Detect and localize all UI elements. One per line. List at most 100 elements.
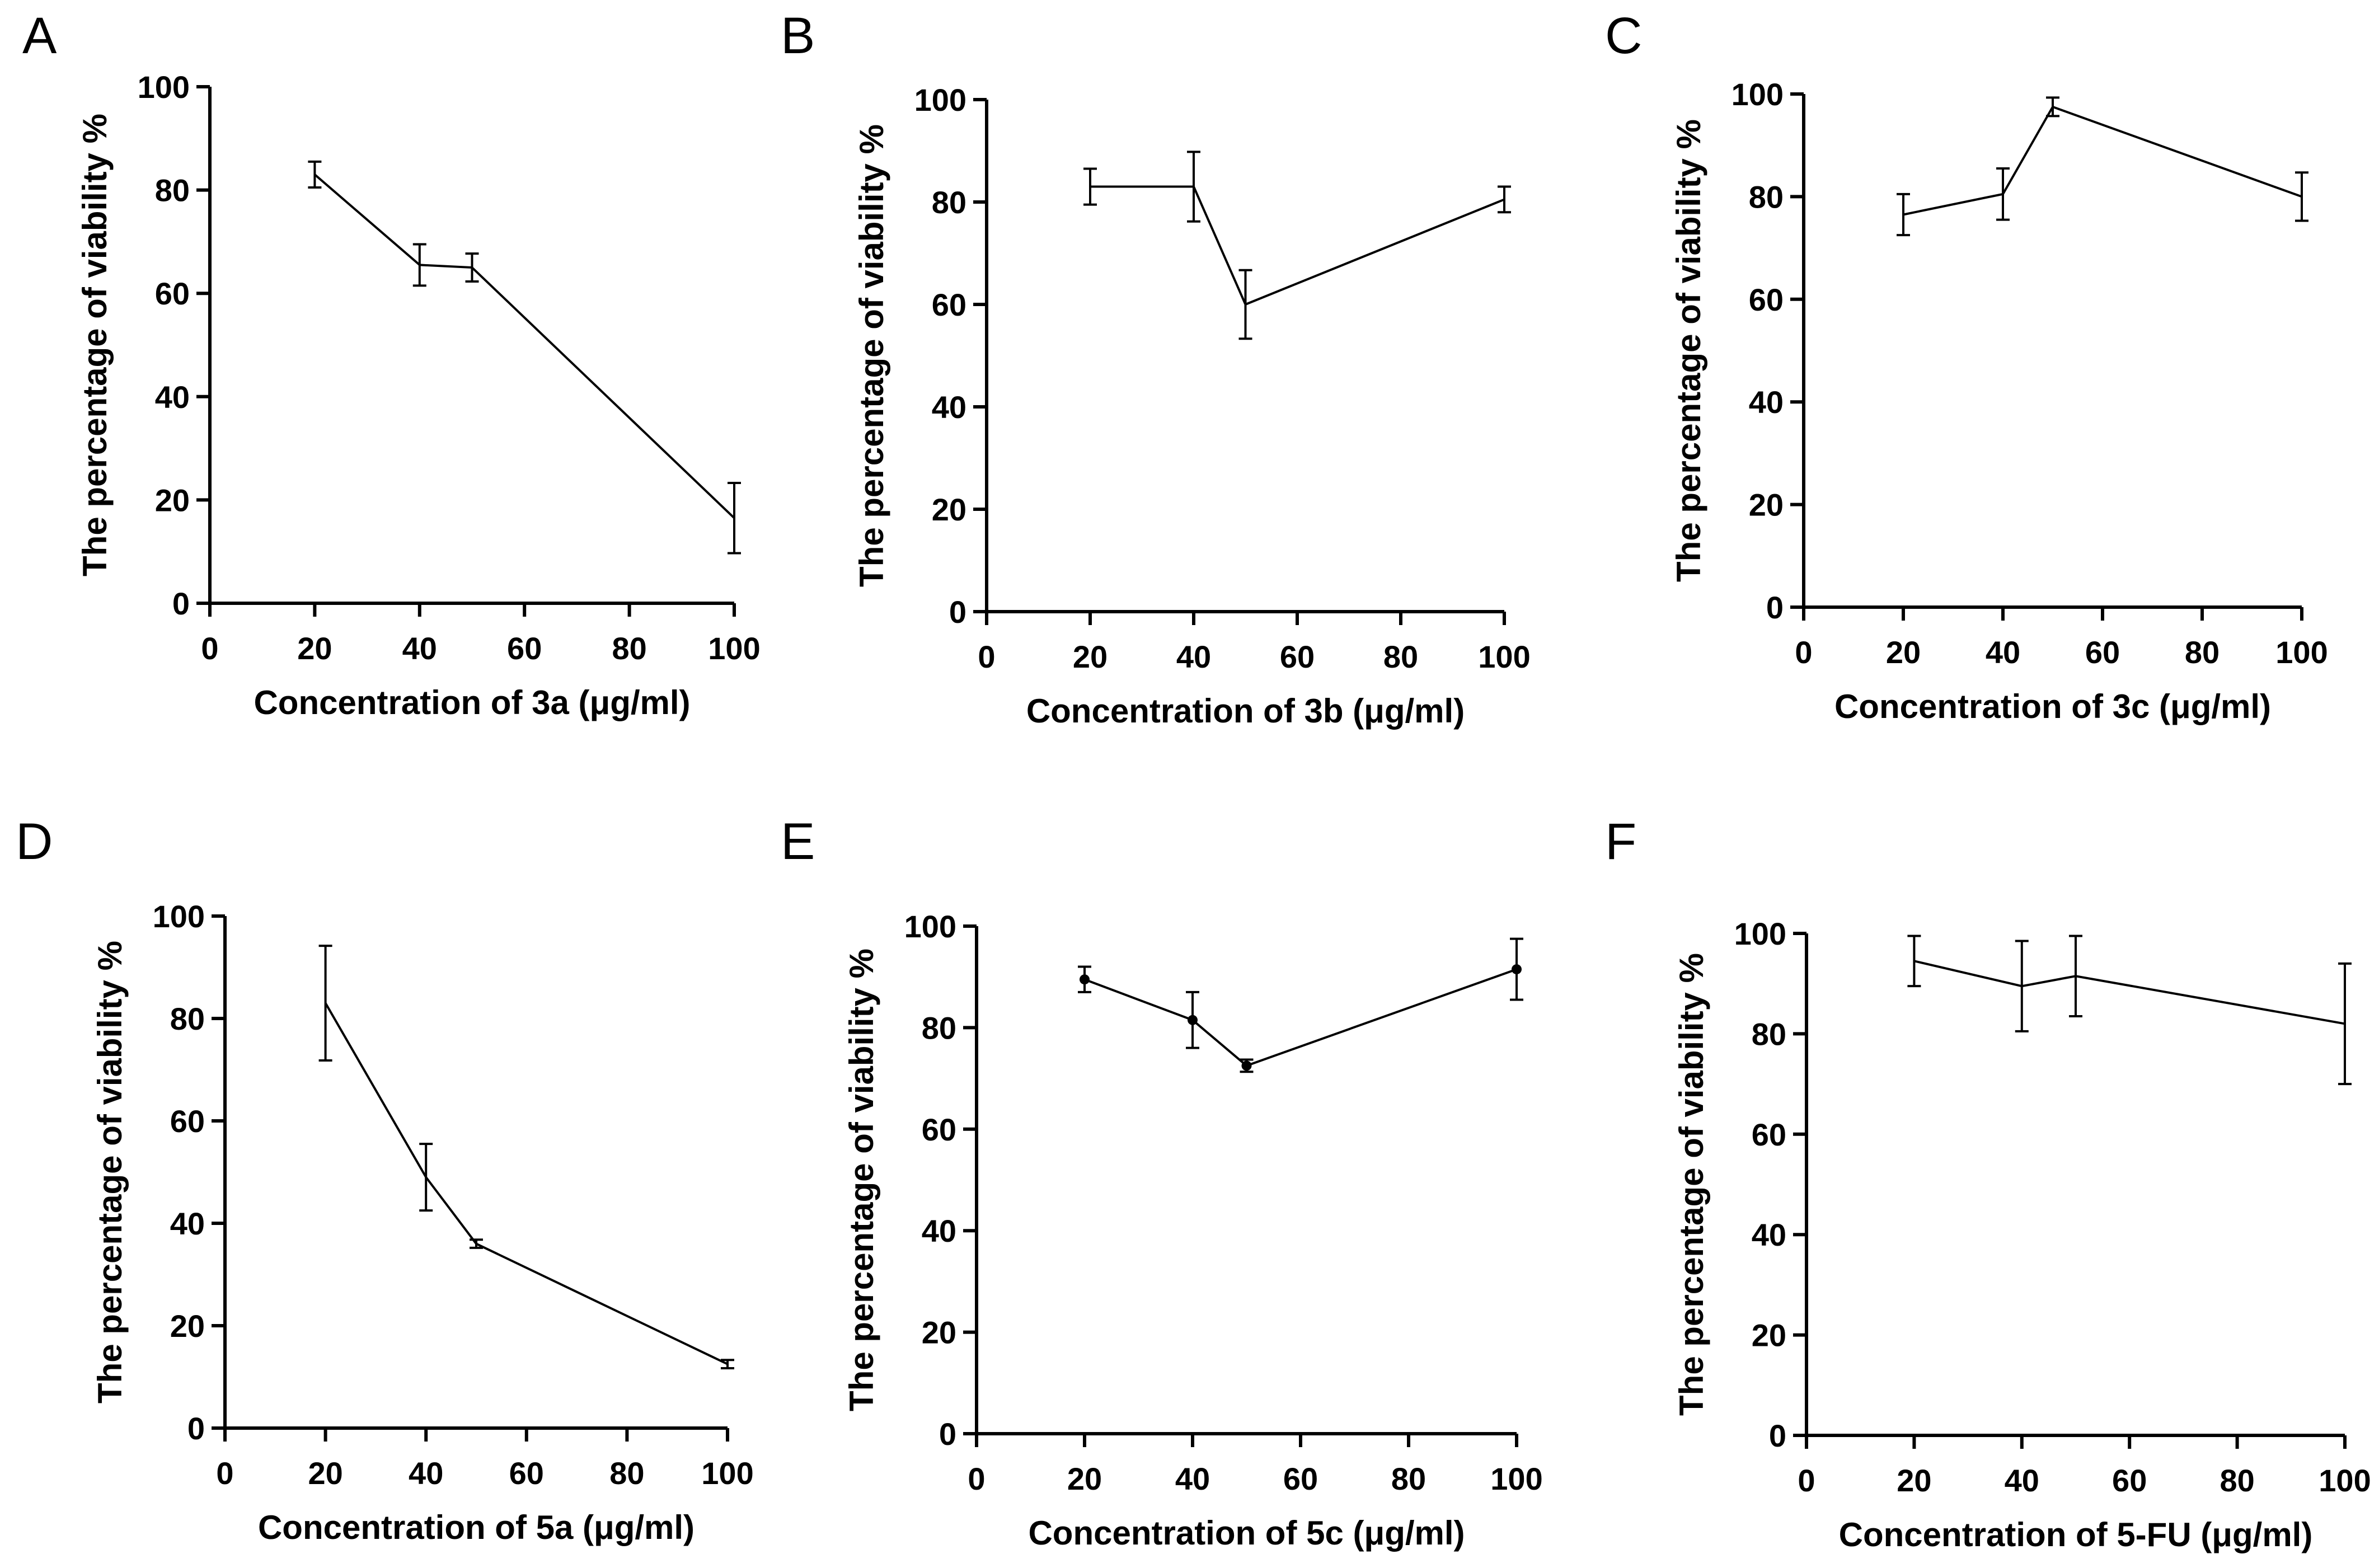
data-point bbox=[1080, 974, 1090, 985]
y-tick-label: 20 bbox=[932, 492, 966, 527]
series-line bbox=[1084, 968, 1517, 1067]
y-tick-label: 0 bbox=[1766, 590, 1784, 625]
error-bar bbox=[2015, 940, 2029, 1032]
x-tick-label: 100 bbox=[1490, 1461, 1542, 1496]
panel-b: B 0 20 40 60 80 100 0 20 40 60 80 100 Concentration o… bbox=[781, 7, 1531, 730]
x-tick-label: 100 bbox=[1478, 639, 1530, 674]
error-bar bbox=[1498, 185, 1511, 214]
series-line bbox=[1913, 960, 2345, 1025]
y-tick-label: 80 bbox=[1749, 179, 1784, 214]
y-tick-label: 100 bbox=[138, 69, 190, 105]
data-point bbox=[1512, 964, 1522, 975]
error-bar bbox=[2069, 935, 2082, 1018]
x-tick-label: 0 bbox=[968, 1461, 985, 1496]
x-tick-label: 20 bbox=[1067, 1461, 1102, 1496]
x-tick-label: 100 bbox=[2275, 635, 2328, 670]
x-tick-label: 40 bbox=[1175, 1461, 1210, 1496]
x-tick-label: 20 bbox=[297, 631, 332, 666]
x-tick-label: 40 bbox=[1176, 639, 1211, 674]
y-tick-label: 0 bbox=[939, 1416, 956, 1452]
error-bar bbox=[728, 481, 741, 555]
error-bar bbox=[1083, 167, 1097, 206]
x-tick-label: 100 bbox=[708, 631, 760, 666]
x-tick-label: 80 bbox=[2220, 1463, 2254, 1498]
y-tick-label: 0 bbox=[1769, 1418, 1786, 1453]
panel-letter: F bbox=[1605, 813, 1636, 870]
error-bar bbox=[1187, 151, 1200, 223]
x-tick-label: 20 bbox=[308, 1456, 342, 1491]
y-tick-label: 60 bbox=[1752, 1117, 1786, 1152]
y-tick-label: 100 bbox=[1734, 916, 1786, 951]
x-tick-label: 40 bbox=[402, 631, 437, 666]
x-tick-label: 100 bbox=[2319, 1463, 2371, 1498]
y-tick-label: 40 bbox=[932, 389, 966, 425]
y-axis-label: The percentage of viability % bbox=[91, 941, 129, 1403]
x-tick-label: 20 bbox=[1886, 635, 1921, 670]
x-tick-label: 0 bbox=[216, 1456, 233, 1491]
x-axis-label: Concentration of 3a (μg/ml) bbox=[254, 684, 690, 721]
error-bar bbox=[1996, 167, 2010, 221]
error-bar bbox=[470, 1238, 483, 1249]
data-point bbox=[1241, 1060, 1252, 1071]
error-bar bbox=[721, 1359, 734, 1369]
y-tick-label: 100 bbox=[1732, 77, 1784, 112]
y-axis-label: The percentage of viability % bbox=[1670, 119, 1707, 582]
error-bar bbox=[1897, 193, 1910, 237]
x-tick-label: 60 bbox=[1280, 639, 1315, 674]
error-bar bbox=[419, 1143, 433, 1212]
series-line bbox=[1090, 185, 1505, 306]
error-bar bbox=[1907, 935, 1921, 988]
y-tick-label: 80 bbox=[170, 1001, 205, 1036]
error-bar bbox=[412, 243, 426, 287]
data-point bbox=[1188, 1015, 1198, 1025]
y-tick-label: 40 bbox=[1749, 384, 1784, 420]
y-tick-label: 100 bbox=[904, 909, 956, 944]
error-bar bbox=[318, 945, 332, 1062]
x-axis-label: Concentration of 3b (μg/ml) bbox=[1026, 692, 1465, 730]
panel-letter: A bbox=[22, 7, 57, 64]
x-tick-label: 0 bbox=[201, 631, 218, 666]
panel-letter: C bbox=[1605, 7, 1642, 64]
error-bar bbox=[2046, 96, 2059, 118]
x-tick-label: 20 bbox=[1897, 1463, 1931, 1498]
x-tick-label: 20 bbox=[1073, 639, 1108, 674]
y-axis-label: The percentage of viability % bbox=[843, 949, 880, 1411]
y-tick-label: 40 bbox=[1752, 1217, 1786, 1252]
error-bar bbox=[2338, 962, 2352, 1086]
y-tick-label: 100 bbox=[153, 899, 205, 934]
y-tick-label: 20 bbox=[922, 1315, 956, 1350]
y-tick-label: 40 bbox=[170, 1206, 205, 1241]
x-tick-label: 60 bbox=[2112, 1463, 2147, 1498]
x-tick-label: 40 bbox=[409, 1456, 443, 1491]
y-tick-label: 20 bbox=[1749, 487, 1784, 523]
x-tick-label: 80 bbox=[2185, 635, 2220, 670]
x-tick-label: 80 bbox=[1383, 639, 1418, 674]
x-axis-label: Concentration of 3c (μg/ml) bbox=[1834, 688, 2271, 725]
y-tick-label: 0 bbox=[172, 586, 190, 621]
x-tick-label: 100 bbox=[701, 1456, 753, 1491]
x-axis-label: Concentration of 5-FU (μg/ml) bbox=[1839, 1516, 2313, 1553]
series-line bbox=[324, 1002, 728, 1365]
y-tick-label: 0 bbox=[949, 594, 966, 630]
x-axis-label: Concentration of 5a (μg/ml) bbox=[258, 1509, 695, 1546]
x-tick-label: 40 bbox=[1986, 635, 2020, 670]
x-tick-label: 60 bbox=[2085, 635, 2120, 670]
series-line bbox=[1903, 105, 2302, 216]
x-tick-label: 80 bbox=[609, 1456, 644, 1491]
y-tick-label: 0 bbox=[187, 1411, 205, 1446]
y-tick-label: 20 bbox=[1752, 1318, 1786, 1353]
x-tick-label: 40 bbox=[2005, 1463, 2039, 1498]
x-tick-label: 80 bbox=[612, 631, 646, 666]
series-line bbox=[314, 173, 735, 519]
y-axis-label: The percentage of viability % bbox=[853, 124, 890, 587]
y-tick-label: 80 bbox=[1752, 1016, 1786, 1051]
y-tick-label: 60 bbox=[170, 1104, 205, 1139]
y-tick-label: 20 bbox=[155, 482, 190, 518]
x-tick-label: 60 bbox=[509, 1456, 544, 1491]
y-tick-label: 60 bbox=[932, 287, 966, 322]
y-tick-label: 80 bbox=[932, 185, 966, 220]
x-tick-label: 60 bbox=[507, 631, 542, 666]
